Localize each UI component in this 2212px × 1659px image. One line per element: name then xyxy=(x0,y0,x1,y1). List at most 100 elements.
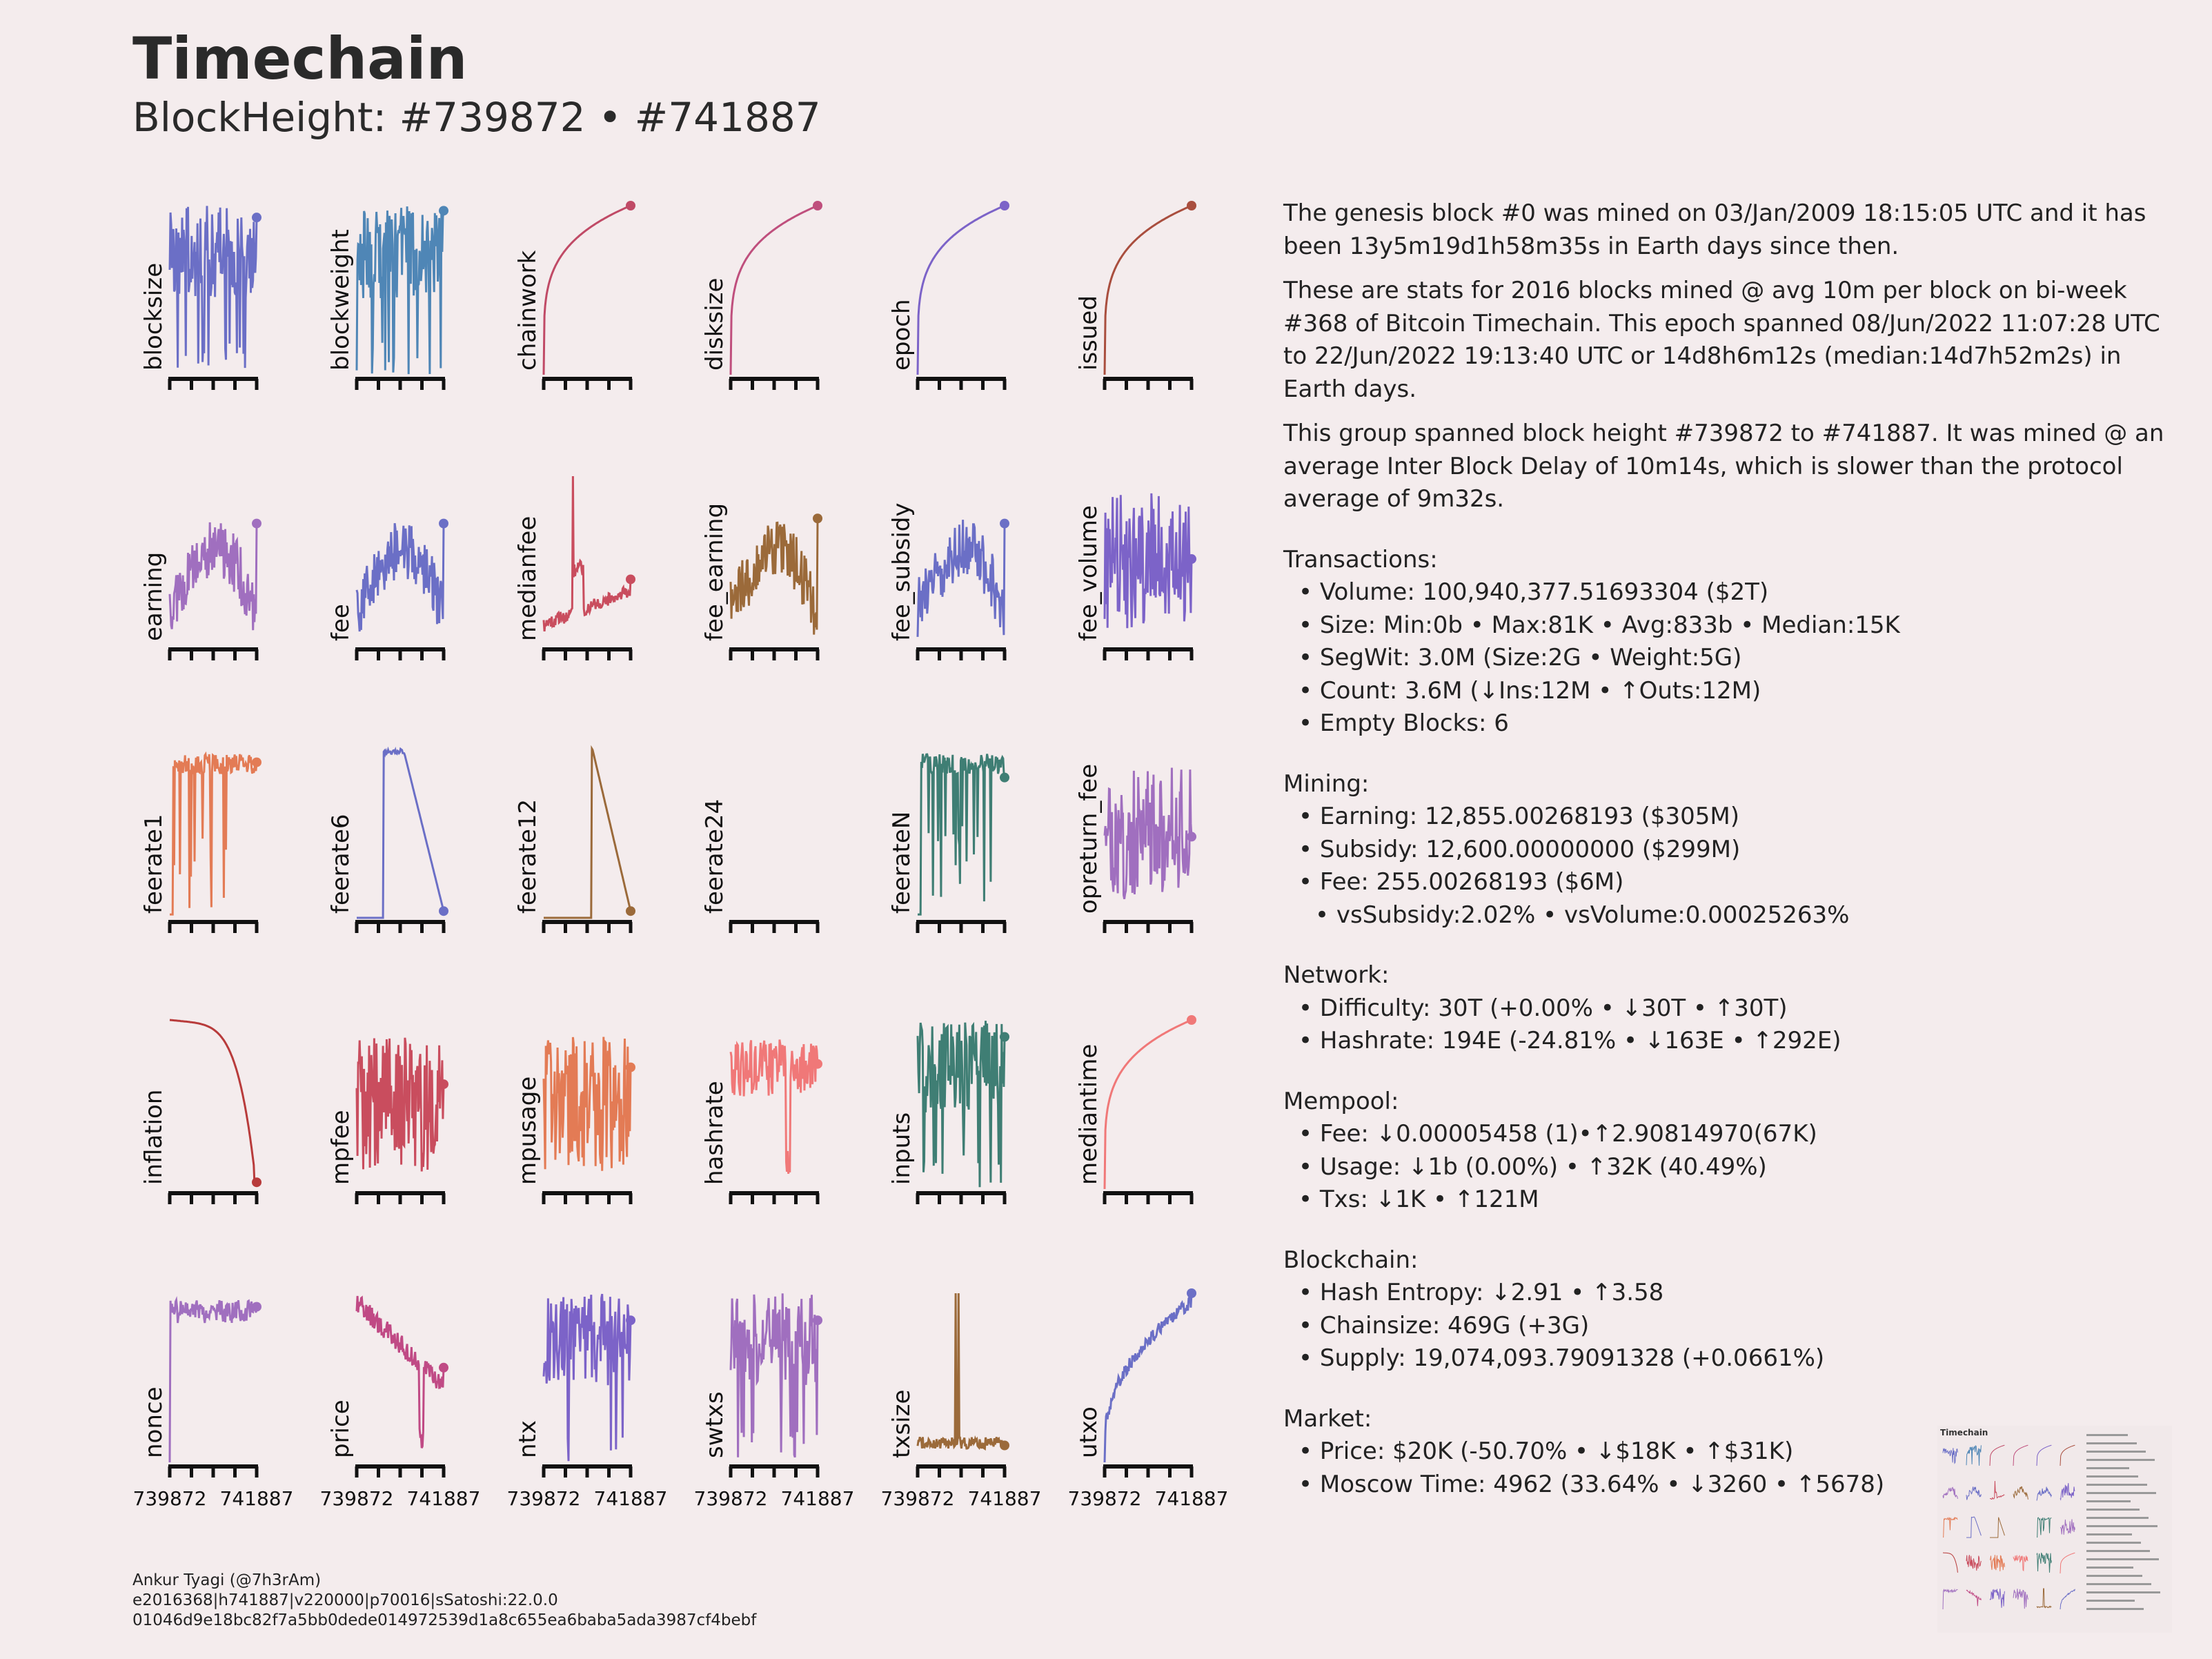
blockchain-heading: Blockchain: xyxy=(1283,1246,1419,1274)
end-point xyxy=(439,518,448,529)
series-line xyxy=(916,1293,1006,1451)
series-line xyxy=(1103,767,1193,899)
thumbnail-series xyxy=(2060,1589,2075,1610)
mining-fee: Fee: 255.00268193 ($6M) xyxy=(1283,866,2180,899)
thumbnail-series xyxy=(1966,1516,1982,1538)
market-moscow-time: Moscow Time: 4962 (33.64% • ↓3260 • ↑567… xyxy=(1283,1469,2180,1502)
end-point xyxy=(252,518,261,529)
panel-label: disksize xyxy=(701,278,729,371)
x-tick-label: 739872 xyxy=(881,1487,955,1510)
panel-mpusage: mpusage xyxy=(514,1037,635,1204)
panel-nonce: nonce 739872 741887 xyxy=(133,1295,294,1510)
footer-meta: e2016368|h741887|v220000|p70016|sSatoshi… xyxy=(132,1591,558,1609)
mempool-section: Mempool: Fee: ↓0.00005458 (1)•↑2.9081497… xyxy=(1283,1086,2180,1217)
end-point xyxy=(252,213,261,223)
panel-label: feerate12 xyxy=(514,799,542,914)
intro-epoch: These are stats for 2016 blocks mined @ … xyxy=(1283,277,2160,403)
thumbnail-series xyxy=(1989,1444,2005,1466)
x-tick-label: 739872 xyxy=(320,1487,394,1510)
end-point xyxy=(439,906,448,916)
transactions-section: Transactions: Volume: 100,940,377.516933… xyxy=(1283,544,2180,740)
panel-mediantime: mediantime xyxy=(1075,1015,1196,1204)
page-title: Timechain xyxy=(132,25,468,92)
end-point xyxy=(813,1315,822,1326)
thumbnail-text-line xyxy=(2086,1442,2137,1444)
thumbnail-series xyxy=(2036,1486,2052,1501)
series-line xyxy=(916,520,1006,637)
series-line xyxy=(355,1037,445,1172)
panel-label: blockweight xyxy=(327,229,355,371)
thumbnail-series xyxy=(2036,1552,2052,1573)
panel-fee: fee xyxy=(327,518,448,660)
panel-inflation: inflation xyxy=(140,1019,261,1204)
thumbnail-text-line xyxy=(2086,1492,2156,1494)
end-point xyxy=(813,201,822,210)
panel-label: blocksize xyxy=(140,263,168,371)
panel-issued: issued xyxy=(1075,201,1196,390)
series-line xyxy=(729,1039,819,1174)
market-price: Price: $20K (-50.70% • ↓$18K • ↑$31K) xyxy=(1283,1435,2180,1469)
end-point xyxy=(439,206,448,216)
panel-label: utxo xyxy=(1075,1406,1103,1458)
end-point xyxy=(1187,554,1196,565)
x-tick-label: 741887 xyxy=(220,1487,294,1510)
network-difficulty: Difficulty: 30T (+0.00% • ↓30T • ↑30T) xyxy=(1283,992,2180,1025)
panel-earning: earning xyxy=(140,518,261,660)
end-point xyxy=(1187,1015,1196,1025)
panel-utxo: utxo 739872 741887 xyxy=(1068,1288,1228,1510)
thumbnail-series xyxy=(2013,1554,2028,1572)
thumbnail-series xyxy=(2060,1444,2075,1466)
end-point xyxy=(626,1315,635,1326)
thumbnail-series xyxy=(2013,1444,2028,1466)
thumbnail-text-line xyxy=(2086,1509,2140,1511)
panel-medianfee: medianfee xyxy=(514,475,635,660)
thumbnail-preview: Timechain xyxy=(1937,1426,2172,1633)
tx-segwit: SegWit: 3.0M (Size:2G • Weight:5G) xyxy=(1283,642,2180,675)
end-point xyxy=(813,513,822,524)
blockchain-entropy: Hash Entropy: ↓2.91 • ↑3.58 xyxy=(1283,1277,2180,1310)
series-line xyxy=(729,518,819,635)
mempool-usage: Usage: ↓1b (0.00%) • ↑32K (40.49%) xyxy=(1283,1151,2180,1184)
thumbnail-text-line xyxy=(2086,1434,2128,1436)
x-tick-label: 741887 xyxy=(407,1487,481,1510)
end-point xyxy=(252,1302,261,1312)
page-subtitle: BlockHeight: #739872 • #741887 xyxy=(132,94,821,141)
panel-label: mpfee xyxy=(327,1110,355,1185)
panel-label: feerate6 xyxy=(327,814,355,914)
thumbnail-title: Timechain xyxy=(1940,1428,1988,1437)
mempool-fee: Fee: ↓0.00005458 (1)•↑2.90814970(67K) xyxy=(1283,1118,2180,1151)
panel-label: feerate24 xyxy=(701,799,729,914)
panel-hashrate: hashrate xyxy=(701,1039,822,1204)
panel-fee_subsidy: fee_subsidy xyxy=(888,502,1009,660)
series-line xyxy=(357,746,445,919)
panel-feerate1: feerate1 xyxy=(140,751,261,933)
x-tick-label: 741887 xyxy=(968,1487,1042,1510)
end-point xyxy=(1000,772,1009,783)
thumbnail-text-line xyxy=(2086,1533,2132,1535)
panel-label: opreturn_fee xyxy=(1075,764,1103,914)
thumbnail-series xyxy=(1990,1517,2005,1538)
blockchain-section: Blockchain: Hash Entropy: ↓2.91 • ↑3.58 … xyxy=(1283,1244,2180,1375)
end-point xyxy=(1000,1440,1009,1451)
panel-epoch: epoch xyxy=(888,201,1009,390)
thumbnail-series xyxy=(1942,1552,1958,1573)
thumbnail-text-line xyxy=(2086,1567,2133,1569)
panel-feerate12: feerate12 xyxy=(514,745,635,933)
thumbnail-text-line xyxy=(2086,1500,2131,1502)
panel-feerate6: feerate6 xyxy=(327,746,448,933)
thumbnail-series xyxy=(2037,1517,2052,1538)
panel-fee_volume: fee_volume xyxy=(1075,493,1196,660)
mining-heading: Mining: xyxy=(1283,769,1370,798)
series-line xyxy=(355,206,445,375)
footer-hash: 01046d9e18bc82f7a5bb0dede014972539d1a8c6… xyxy=(132,1611,757,1629)
end-point xyxy=(1187,1288,1196,1298)
thumbnail-series xyxy=(1942,1448,1958,1464)
mining-subsidy: Subsidy: 12,600.00000000 ($299M) xyxy=(1283,834,2180,867)
thumbnail-series xyxy=(2060,1483,2075,1501)
footer-author: Ankur Tyagi (@7h3rAm) xyxy=(132,1571,322,1589)
series-line xyxy=(1103,204,1192,375)
end-point xyxy=(1000,1032,1009,1042)
panel-label: fee_subsidy xyxy=(888,502,916,641)
panel-txsize: txsize 739872 741887 xyxy=(881,1293,1042,1510)
panel-label: mediantime xyxy=(1075,1044,1103,1185)
